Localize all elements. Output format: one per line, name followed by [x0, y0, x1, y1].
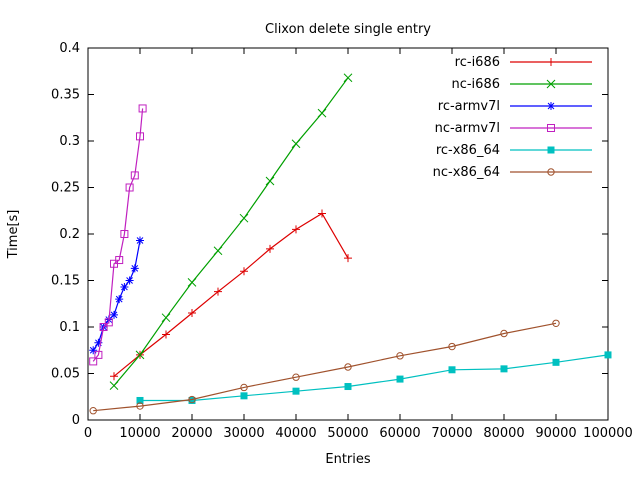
- marker-nc-x86_64: [188, 395, 196, 404]
- marker-rc-x86_64: [344, 383, 352, 391]
- marker-nc-armv7l: [120, 230, 129, 238]
- marker-rc-x86_64: [292, 387, 300, 395]
- marker-nc-i686: [239, 213, 249, 223]
- chart-title: Clixon delete single entry: [265, 22, 431, 37]
- marker-nc-i686: [343, 73, 353, 83]
- marker-rc-armv7l: [121, 283, 128, 291]
- marker-rc-x86_64: [136, 396, 144, 404]
- series-line-rc-x86_64: [140, 354, 609, 402]
- legend-label-nc-i686: nc-i686: [451, 77, 500, 92]
- x-tick-label: 20000: [171, 426, 212, 441]
- x-tick-label: 40000: [275, 426, 316, 441]
- legend-marker-rc-armv7l: [547, 102, 555, 110]
- y-tick-label: 0: [72, 413, 80, 428]
- marker-nc-armv7l: [138, 104, 147, 113]
- marker-rc-armv7l: [110, 311, 118, 319]
- marker-rc-armv7l: [136, 237, 144, 244]
- marker-nc-armv7l: [130, 171, 139, 180]
- marker-rc-x86_64: [240, 392, 248, 400]
- x-tick-label: 30000: [223, 426, 264, 441]
- marker-nc-x86_64: [240, 383, 248, 392]
- marker-nc-armv7l: [104, 318, 113, 327]
- legend-marker-nc-x86_64: [547, 168, 555, 176]
- marker-rc-armv7l: [126, 277, 133, 284]
- legend-label-nc-armv7l: nc-armv7l: [435, 121, 500, 136]
- series-line-nc-x86_64: [93, 322, 557, 412]
- marker-nc-i686: [109, 381, 119, 390]
- legend-label-rc-i686: rc-i686: [455, 55, 500, 70]
- marker-rc-i686: [214, 287, 222, 296]
- marker-nc-armv7l: [99, 323, 108, 331]
- legend-marker-nc-armv7l: [547, 124, 555, 132]
- marker-nc-i686: [213, 246, 223, 256]
- y-tick-label: 0.2: [59, 227, 80, 242]
- series-line-nc-i686: [113, 77, 349, 386]
- series-line-rc-armv7l: [92, 240, 141, 351]
- y-tick-label: 0.3: [59, 134, 80, 149]
- marker-nc-x86_64: [396, 352, 404, 360]
- x-tick-label: 70000: [431, 426, 472, 441]
- marker-nc-x86_64: [500, 329, 508, 338]
- legend-label-nc-x86_64: nc-x86_64: [433, 165, 500, 180]
- marker-rc-i686: [240, 267, 248, 276]
- x-tick-label: 50000: [327, 426, 368, 441]
- marker-rc-x86_64: [552, 358, 560, 366]
- x-tick-label: 90000: [535, 426, 576, 441]
- marker-nc-x86_64: [344, 363, 352, 371]
- marker-rc-x86_64: [448, 366, 456, 374]
- marker-rc-i686: [292, 225, 300, 234]
- marker-nc-armv7l: [136, 132, 144, 141]
- series-line-rc-i686: [113, 212, 349, 377]
- marker-rc-armv7l: [131, 265, 139, 272]
- marker-nc-x86_64: [89, 407, 97, 415]
- y-tick-label: 0.35: [51, 88, 80, 103]
- marker-rc-i686: [188, 309, 196, 318]
- legend-label-rc-armv7l: rc-armv7l: [438, 99, 500, 114]
- marker-rc-armv7l: [115, 295, 123, 303]
- y-tick-label: 0.1: [59, 320, 80, 335]
- x-tick-label: 0: [84, 426, 92, 441]
- x-tick-label: 80000: [483, 426, 524, 441]
- x-tick-label: 60000: [379, 426, 420, 441]
- y-axis-label: Time[s]: [6, 209, 21, 259]
- legend-marker-nc-i686: [546, 79, 556, 89]
- y-tick-label: 0.25: [51, 181, 80, 196]
- marker-nc-x86_64: [292, 373, 300, 381]
- x-tick-label: 100000: [583, 426, 633, 441]
- legend-marker-rc-x86_64: [547, 146, 555, 154]
- marker-rc-i686: [162, 330, 170, 339]
- legend-marker-rc-i686: [547, 58, 555, 66]
- y-tick-label: 0.4: [59, 41, 80, 56]
- marker-nc-i686: [291, 139, 301, 149]
- marker-nc-x86_64: [448, 342, 456, 351]
- marker-rc-i686: [344, 254, 352, 263]
- series-line-nc-armv7l: [92, 108, 144, 362]
- marker-nc-i686: [317, 108, 327, 118]
- legend-label-rc-x86_64: rc-x86_64: [436, 143, 500, 158]
- marker-nc-x86_64: [552, 319, 560, 327]
- marker-rc-x86_64: [188, 396, 196, 404]
- marker-rc-i686: [266, 244, 274, 253]
- marker-nc-i686: [135, 350, 145, 360]
- marker-nc-armv7l: [125, 183, 134, 192]
- marker-nc-i686: [161, 313, 171, 323]
- marker-nc-armv7l: [115, 256, 124, 265]
- marker-nc-i686: [187, 278, 197, 287]
- marker-rc-x86_64: [396, 375, 404, 383]
- y-tick-label: 0.15: [51, 274, 80, 289]
- x-tick-label: 10000: [119, 426, 160, 441]
- marker-nc-i686: [265, 176, 275, 186]
- y-tick-label: 0.05: [51, 367, 80, 382]
- x-axis-label: Entries: [325, 452, 371, 467]
- marker-nc-armv7l: [89, 357, 98, 366]
- marker-nc-armv7l: [94, 350, 103, 359]
- marker-rc-i686: [110, 372, 118, 381]
- marker-rc-x86_64: [500, 365, 508, 373]
- marker-rc-i686: [318, 209, 326, 218]
- marker-rc-x86_64: [604, 351, 612, 359]
- marker-nc-x86_64: [136, 402, 144, 410]
